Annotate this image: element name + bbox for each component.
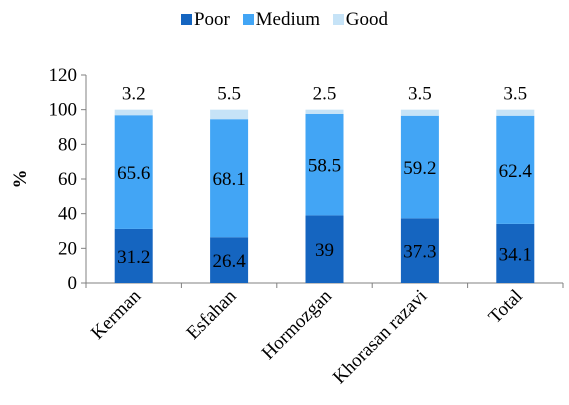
data-label: 34.1 bbox=[499, 244, 532, 265]
x-tick-label: Esfahan bbox=[183, 285, 241, 343]
legend-label-medium: Medium bbox=[255, 9, 321, 30]
bar-medium-1 bbox=[114, 115, 153, 229]
legend-item-poor: Poor bbox=[180, 8, 230, 32]
legend-swatch-good bbox=[332, 14, 344, 25]
data-label: 37.3 bbox=[403, 242, 436, 263]
y-tick-label: 80 bbox=[58, 134, 77, 155]
y-axis-label: % bbox=[10, 170, 31, 189]
bar-medium-4 bbox=[400, 115, 439, 219]
legend-label-poor: Poor bbox=[193, 9, 230, 30]
bar-good-2 bbox=[210, 109, 249, 120]
y-tick-label: 60 bbox=[58, 169, 77, 190]
y-tick-label: 120 bbox=[49, 65, 78, 86]
x-tick-label: Khorasan razavi bbox=[329, 286, 432, 389]
data-label: 3.5 bbox=[503, 84, 527, 105]
bar-medium-3 bbox=[305, 114, 344, 216]
y-tick-label: 20 bbox=[58, 238, 77, 259]
data-label: 3.2 bbox=[122, 84, 146, 105]
data-label: 39 bbox=[315, 240, 334, 261]
x-tick-label: Total bbox=[485, 286, 527, 328]
bar-poor-3 bbox=[305, 215, 344, 283]
data-label: 5.5 bbox=[217, 84, 241, 105]
legend-label-good: Good bbox=[345, 9, 389, 30]
y-tick-label: 40 bbox=[58, 204, 77, 225]
legend-item-medium: Medium bbox=[242, 8, 321, 32]
legend-swatch-medium bbox=[242, 14, 254, 25]
bar-medium-5 bbox=[496, 115, 535, 224]
bar-good-5 bbox=[496, 109, 535, 116]
x-tick-label: Kerman bbox=[87, 285, 145, 343]
data-label: 31.2 bbox=[117, 247, 150, 268]
data-label: 2.5 bbox=[313, 84, 337, 105]
data-label: 59.2 bbox=[403, 158, 436, 179]
data-label: 58.5 bbox=[308, 156, 341, 177]
legend-swatch-poor bbox=[180, 14, 192, 25]
chart-legend: Poor Medium Good bbox=[0, 8, 569, 32]
data-label: 68.1 bbox=[212, 169, 245, 190]
bar-good-4 bbox=[400, 109, 439, 116]
bar-poor-1 bbox=[114, 228, 153, 283]
bar-good-1 bbox=[114, 109, 153, 116]
data-label: 3.5 bbox=[408, 84, 432, 105]
y-tick-label: 0 bbox=[68, 273, 78, 294]
bar-poor-5 bbox=[496, 223, 535, 283]
data-label: 26.4 bbox=[212, 251, 246, 272]
x-tick-label: Hormozgan bbox=[258, 285, 337, 364]
bar-poor-2 bbox=[210, 237, 249, 283]
y-tick-label: 100 bbox=[49, 100, 78, 121]
bar-good-3 bbox=[305, 109, 344, 114]
bar-medium-2 bbox=[210, 119, 249, 238]
data-label: 65.6 bbox=[117, 163, 150, 184]
data-label: 62.4 bbox=[499, 161, 533, 182]
legend-item-good: Good bbox=[332, 8, 389, 32]
bar-poor-4 bbox=[400, 218, 439, 283]
